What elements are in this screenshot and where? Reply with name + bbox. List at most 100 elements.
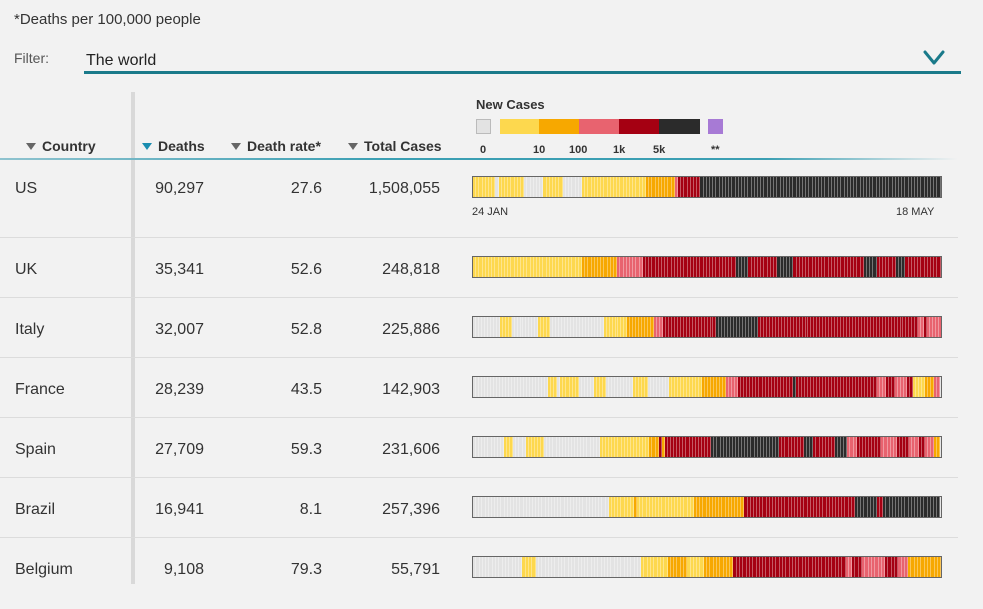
daily-cases-cell (794, 437, 798, 457)
row-divider (0, 537, 958, 538)
daily-cases-cell (693, 497, 698, 517)
daily-cases-cell (773, 557, 777, 577)
sort-header-country[interactable]: Country (26, 138, 96, 154)
daily-cases-cell (626, 257, 630, 277)
daily-cases-cell (508, 177, 512, 197)
daily-cases-cell (698, 317, 702, 337)
daily-cases-cell (889, 497, 893, 517)
daily-cases-cell (825, 257, 829, 277)
daily-cases-cell (495, 497, 499, 517)
daily-cases-cell (479, 497, 483, 517)
daily-cases-cell (621, 557, 625, 577)
daily-cases-cell (502, 317, 506, 337)
daily-cases-cell (639, 177, 643, 197)
daily-cases-cell (918, 177, 922, 197)
daily-cases-cell (901, 557, 905, 577)
sort-header-total-cases[interactable]: Total Cases (348, 138, 442, 154)
daily-cases-cell (819, 437, 823, 457)
daily-cases-cell (590, 437, 594, 457)
daily-cases-cell (841, 177, 845, 197)
daily-cases-cell (630, 497, 634, 517)
daily-cases-cell (710, 257, 714, 277)
country-name: Italy (15, 321, 45, 338)
total-cases-value: 1,508,055 (368, 180, 440, 197)
new-cases-timeline-strip[interactable] (472, 556, 942, 578)
daily-cases-cell (931, 557, 935, 577)
sort-header-deaths[interactable]: Deaths (142, 138, 205, 154)
daily-cases-cell (825, 177, 829, 197)
daily-cases-cell (822, 177, 826, 197)
daily-cases-cell (850, 177, 855, 197)
daily-cases-cell (937, 377, 941, 397)
daily-cases-cell (500, 377, 504, 397)
daily-cases-cell (846, 377, 850, 397)
new-cases-timeline-strip[interactable] (472, 496, 942, 518)
daily-cases-cell (591, 317, 595, 337)
daily-cases-cell (624, 317, 628, 337)
daily-cases-cell (548, 377, 552, 397)
daily-cases-cell (780, 257, 784, 277)
daily-cases-cell (768, 377, 772, 397)
daily-cases-cell (792, 557, 797, 577)
daily-cases-cell (519, 557, 523, 577)
daily-cases-cell (530, 377, 534, 397)
daily-cases-cell (732, 177, 736, 197)
daily-cases-cell (516, 437, 520, 457)
daily-cases-cell (751, 437, 755, 457)
daily-cases-cell (618, 437, 622, 457)
new-cases-timeline-strip[interactable] (472, 256, 942, 278)
daily-cases-cell (514, 317, 518, 337)
daily-cases-cell (638, 377, 642, 397)
sort-header-death-rate[interactable]: Death rate* (231, 138, 321, 154)
daily-cases-cell (763, 437, 767, 457)
new-cases-timeline-strip[interactable] (472, 176, 942, 198)
daily-cases-cell (756, 557, 760, 577)
daily-cases-cell (729, 437, 733, 457)
daily-cases-cell (594, 177, 598, 197)
daily-cases-cell (653, 377, 657, 397)
new-cases-timeline-strip[interactable] (472, 316, 942, 338)
daily-cases-cell (934, 557, 938, 577)
daily-cases-cell (741, 497, 745, 517)
daily-cases-cell (597, 257, 602, 277)
filter-selected-value: The world (86, 52, 157, 69)
daily-cases-cell (694, 177, 698, 197)
daily-cases-cell (668, 497, 672, 517)
daily-cases-cell (885, 557, 889, 577)
new-cases-timeline-strip[interactable] (472, 436, 942, 458)
daily-cases-cell (780, 377, 784, 397)
daily-cases-cell (473, 437, 477, 457)
daily-cases-cell (726, 557, 731, 577)
daily-cases-cell (711, 377, 715, 397)
daily-cases-cell (680, 557, 684, 577)
daily-cases-cell (766, 497, 770, 517)
daily-cases-cell (605, 377, 609, 397)
header-label-total-cases: Total Cases (364, 138, 442, 154)
daily-cases-cell (937, 177, 941, 197)
daily-cases-cell (766, 317, 770, 337)
daily-cases-cell (530, 257, 534, 277)
daily-cases-cell (570, 317, 574, 337)
daily-cases-cell (697, 557, 701, 577)
daily-cases-cell (677, 557, 681, 577)
daily-cases-cell (670, 557, 675, 577)
daily-cases-cell (769, 557, 774, 577)
daily-cases-cell (511, 257, 515, 277)
daily-cases-cell (713, 557, 717, 577)
row-divider (0, 297, 958, 298)
daily-cases-cell (927, 177, 932, 197)
daily-cases-cell (835, 317, 839, 337)
daily-cases-cell (906, 317, 910, 337)
daily-cases-cell (891, 317, 895, 337)
daily-cases-cell (656, 377, 660, 397)
daily-cases-cell (504, 497, 508, 517)
daily-cases-cell (743, 557, 747, 577)
daily-cases-cell (713, 317, 717, 337)
daily-cases-cell (844, 317, 848, 337)
daily-cases-cell (878, 557, 882, 577)
daily-cases-cell (550, 437, 554, 457)
legend-swatch-lt100 (539, 119, 579, 134)
filter-dropdown[interactable]: The world (84, 44, 961, 74)
new-cases-timeline-strip[interactable] (472, 376, 942, 398)
daily-cases-cell (901, 377, 905, 397)
